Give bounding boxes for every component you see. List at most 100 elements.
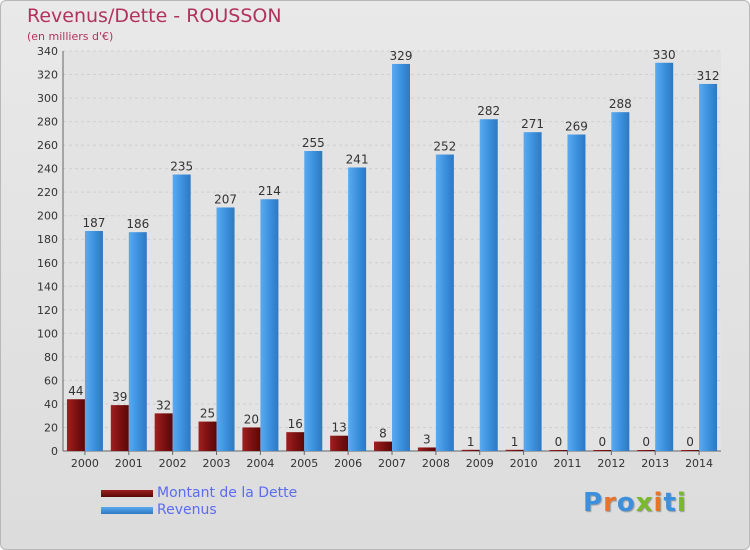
x-tick-label: 2007 — [378, 457, 406, 470]
data-label-revenus: 187 — [82, 216, 105, 230]
bar-dette — [593, 450, 612, 451]
legend-label-revenus: Revenus — [157, 502, 217, 518]
data-label-dette: 20 — [244, 412, 259, 426]
x-tick-label: 2001 — [115, 457, 143, 470]
data-label-revenus: 269 — [565, 120, 588, 134]
y-tick-label: 240 — [37, 163, 58, 176]
data-label-revenus: 282 — [477, 104, 500, 118]
legend-swatch-dette — [101, 490, 153, 497]
data-label-revenus: 235 — [170, 160, 193, 174]
bar-revenus — [84, 231, 103, 451]
bar-dette — [461, 449, 480, 451]
bar-dette — [242, 427, 261, 451]
y-tick-label: 80 — [44, 351, 58, 364]
bar-revenus — [172, 174, 191, 451]
data-label-revenus: 288 — [609, 97, 632, 111]
x-tick-label: 2009 — [466, 457, 494, 470]
bar-revenus — [260, 199, 279, 451]
data-label-revenus: 214 — [258, 184, 281, 198]
data-label-dette: 39 — [112, 390, 127, 404]
y-tick-label: 280 — [37, 116, 58, 129]
x-tick-label: 2005 — [290, 457, 318, 470]
x-tick-label: 2014 — [685, 457, 713, 470]
bar-revenus — [699, 83, 718, 452]
data-label-dette: 13 — [331, 421, 346, 435]
data-label-dette: 16 — [288, 417, 303, 431]
x-tick-label: 2010 — [510, 457, 538, 470]
x-tick-label: 2000 — [71, 457, 99, 470]
y-tick-label: 60 — [44, 374, 58, 387]
chart-subtitle: (en milliers d'€) — [27, 30, 114, 43]
data-label-revenus: 207 — [214, 192, 237, 206]
bar-dette — [637, 450, 656, 451]
data-label-revenus: 252 — [433, 140, 456, 154]
bar-dette — [198, 421, 217, 451]
data-label-dette: 0 — [555, 435, 563, 449]
y-tick-label: 160 — [37, 257, 58, 270]
y-tick-label: 200 — [37, 210, 58, 223]
y-tick-label: 300 — [37, 92, 58, 105]
data-label-dette: 32 — [156, 398, 171, 412]
data-label-revenus: 330 — [653, 48, 676, 62]
x-tick-label: 2003 — [203, 457, 231, 470]
data-label-dette: 25 — [200, 407, 215, 421]
data-label-dette: 3 — [423, 432, 431, 446]
y-tick-label: 320 — [37, 69, 58, 82]
bar-revenus — [611, 112, 630, 452]
y-tick-label: 220 — [37, 186, 58, 199]
bar-revenus — [216, 207, 235, 451]
bar-revenus — [128, 232, 147, 451]
data-label-dette: 1 — [511, 435, 519, 449]
y-tick-label: 140 — [37, 280, 58, 293]
bar-revenus — [655, 62, 674, 451]
bar-dette — [154, 413, 173, 451]
x-tick-label: 2013 — [641, 457, 669, 470]
bar-revenus — [304, 151, 323, 451]
x-tick-label: 2006 — [334, 457, 362, 470]
data-label-dette: 44 — [68, 384, 83, 398]
x-tick-label: 2002 — [159, 457, 187, 470]
x-tick-label: 2011 — [553, 457, 581, 470]
bar-dette — [374, 441, 392, 451]
y-tick-label: 0 — [51, 445, 58, 458]
chart-title: Revenus/Dette - ROUSSON — [27, 5, 282, 27]
bar-dette — [330, 435, 349, 451]
data-label-revenus: 186 — [126, 217, 149, 231]
data-label-dette: 0 — [686, 435, 694, 449]
bar-dette — [66, 399, 85, 451]
bar-revenus — [567, 134, 586, 451]
bar-dette — [417, 447, 436, 451]
data-label-dette: 0 — [642, 435, 650, 449]
x-tick-label: 2012 — [597, 457, 625, 470]
y-tick-label: 40 — [44, 398, 58, 411]
y-tick-label: 340 — [37, 45, 58, 58]
legend-label-dette: Montant de la Dette — [157, 485, 298, 501]
y-tick-label: 20 — [44, 421, 58, 434]
data-label-revenus: 329 — [390, 49, 413, 63]
bar-revenus — [435, 154, 454, 451]
bar-dette — [549, 450, 568, 451]
y-tick-label: 180 — [37, 233, 58, 246]
bar-dette — [505, 449, 524, 451]
data-label-revenus: 255 — [302, 136, 325, 150]
proxiti-logo: Proxiti — [583, 488, 687, 518]
bar-dette — [110, 405, 129, 451]
data-label-dette: 8 — [379, 427, 387, 441]
legend-swatch-revenus — [101, 507, 153, 514]
y-tick-label: 260 — [37, 139, 58, 152]
data-label-revenus: 241 — [346, 152, 369, 166]
data-label-dette: 0 — [599, 435, 607, 449]
data-label-dette: 1 — [467, 435, 475, 449]
data-label-revenus: 312 — [697, 69, 720, 83]
x-tick-label: 2004 — [246, 457, 274, 470]
bar-dette — [681, 450, 700, 451]
data-label-revenus: 271 — [521, 117, 544, 131]
bar-revenus — [348, 167, 367, 451]
bar-revenus — [523, 132, 542, 452]
bar-dette — [286, 432, 305, 451]
bar-revenus — [479, 119, 498, 451]
y-tick-label: 120 — [37, 304, 58, 317]
x-tick-label: 2008 — [422, 457, 450, 470]
